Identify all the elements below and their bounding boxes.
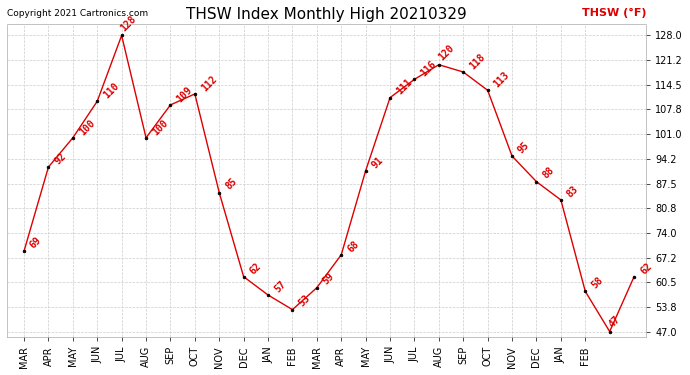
Text: 59: 59 bbox=[321, 272, 337, 287]
Text: 116: 116 bbox=[419, 59, 438, 78]
Text: 110: 110 bbox=[101, 81, 121, 100]
Text: 95: 95 bbox=[516, 140, 531, 155]
Text: 53: 53 bbox=[297, 294, 312, 309]
Text: 111: 111 bbox=[394, 77, 414, 97]
Text: 57: 57 bbox=[273, 279, 288, 294]
Text: 113: 113 bbox=[492, 70, 511, 90]
Text: 100: 100 bbox=[77, 117, 97, 137]
Text: 68: 68 bbox=[346, 238, 361, 254]
Text: 128: 128 bbox=[119, 14, 139, 33]
Text: 112: 112 bbox=[199, 74, 219, 93]
Text: 62: 62 bbox=[638, 261, 653, 276]
Text: 120: 120 bbox=[436, 43, 455, 63]
Text: 100: 100 bbox=[150, 117, 170, 137]
Text: 92: 92 bbox=[52, 151, 68, 166]
Text: 88: 88 bbox=[541, 165, 556, 181]
Text: 58: 58 bbox=[589, 275, 605, 291]
Title: THSW Index Monthly High 20210329: THSW Index Monthly High 20210329 bbox=[186, 7, 467, 22]
Text: 85: 85 bbox=[224, 177, 239, 192]
Text: 91: 91 bbox=[370, 154, 385, 170]
Text: 109: 109 bbox=[175, 85, 194, 104]
Text: 118: 118 bbox=[467, 52, 487, 71]
Text: THSW (°F): THSW (°F) bbox=[582, 8, 647, 18]
Text: 69: 69 bbox=[28, 235, 43, 250]
Text: 62: 62 bbox=[248, 261, 263, 276]
Text: Copyright 2021 Cartronics.com: Copyright 2021 Cartronics.com bbox=[7, 9, 148, 18]
Text: 47: 47 bbox=[607, 314, 622, 329]
Text: 83: 83 bbox=[565, 184, 580, 199]
